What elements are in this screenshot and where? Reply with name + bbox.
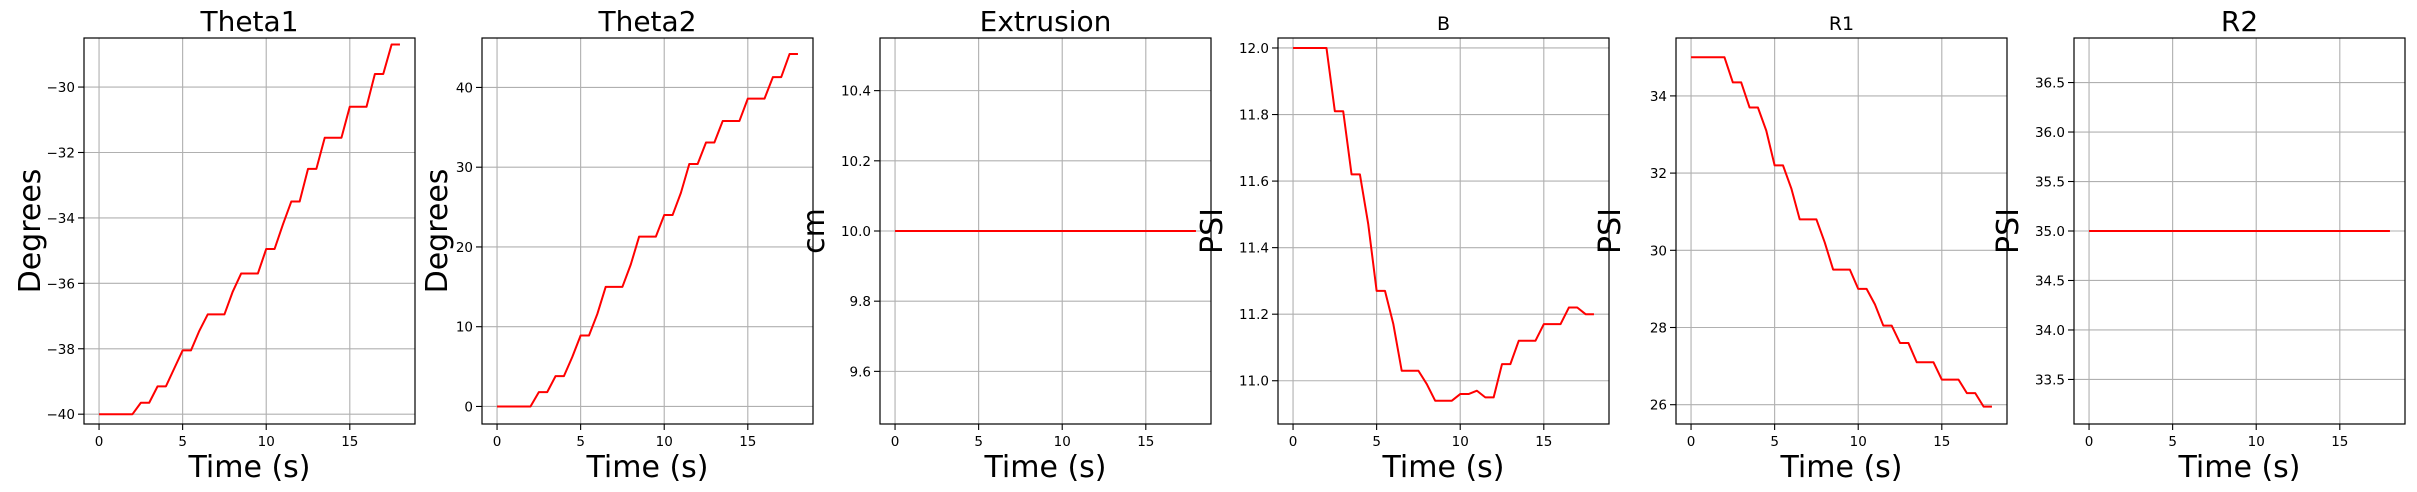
y-tick-label: 30 <box>1650 243 1667 259</box>
y-tick-label: 20 <box>456 240 473 256</box>
y-axis-label: PSI <box>1991 208 2026 254</box>
x-tick-label: 0 <box>95 434 104 450</box>
x-tick-label: 15 <box>1933 434 1950 450</box>
chart-title: Theta1 <box>199 5 298 38</box>
x-tick-label: 10 <box>1850 434 1867 450</box>
y-tick-label: −38 <box>47 342 76 358</box>
plot-frame <box>1675 37 2008 425</box>
x-axis-label: Time (s) <box>1780 450 1903 485</box>
y-axis-label: Degrees <box>420 169 455 294</box>
y-tick-label: 10.0 <box>841 224 871 240</box>
y-tick-label: 26 <box>1650 398 1667 414</box>
x-tick-label: 10 <box>1452 434 1469 450</box>
y-tick-label: 30 <box>456 160 473 176</box>
x-axis-label: Time (s) <box>188 450 311 485</box>
x-tick-label: 10 <box>2248 434 2265 450</box>
x-axis-label: Time (s) <box>2178 450 2301 485</box>
y-tick-label: 32 <box>1650 166 1667 182</box>
x-tick-label: 5 <box>576 434 585 450</box>
x-tick-label: 15 <box>2331 434 2348 450</box>
x-axis-label: Time (s) <box>586 450 709 485</box>
y-tick-label: 11.0 <box>1239 374 1269 390</box>
series-line <box>1691 56 1992 408</box>
y-tick-label: 10.4 <box>841 84 871 100</box>
x-tick-label: 0 <box>2085 434 2094 450</box>
x-tick-label: 10 <box>656 434 673 450</box>
x-tick-label: 10 <box>1054 434 1071 450</box>
x-axis-label: Time (s) <box>1382 450 1505 485</box>
y-tick-label: −40 <box>47 407 76 423</box>
x-tick-label: 10 <box>258 434 275 450</box>
chart-title: B <box>1437 13 1450 35</box>
y-tick-label: 40 <box>456 80 473 96</box>
x-tick-label: 0 <box>493 434 502 450</box>
chart-title: Extrusion <box>980 5 1112 38</box>
y-tick-label: 9.8 <box>850 294 871 310</box>
plot-frame <box>1277 37 1610 425</box>
y-tick-label: 11.2 <box>1239 307 1269 323</box>
y-tick-label: 34.0 <box>2035 323 2065 339</box>
y-tick-label: 10.2 <box>841 154 871 170</box>
x-tick-label: 0 <box>1289 434 1298 450</box>
x-tick-label: 15 <box>341 434 358 450</box>
x-tick-label: 5 <box>178 434 187 450</box>
y-tick-label: 34.5 <box>2035 273 2065 289</box>
y-tick-label: 0 <box>464 399 473 415</box>
y-tick-label: 36.5 <box>2035 76 2065 92</box>
y-tick-label: −36 <box>47 276 76 292</box>
y-axis-label: cm <box>797 208 832 254</box>
y-tick-label: 9.6 <box>850 364 871 380</box>
y-axis-label: PSI <box>1593 208 1628 254</box>
y-tick-label: 36.0 <box>2035 125 2065 141</box>
chart-title: Theta2 <box>597 5 696 38</box>
y-tick-label: −34 <box>47 211 76 227</box>
x-tick-label: 0 <box>1687 434 1696 450</box>
chart-title: R2 <box>2221 5 2258 38</box>
y-tick-label: −30 <box>47 80 76 96</box>
y-tick-label: 35.0 <box>2035 224 2065 240</box>
plot-frame <box>481 37 814 425</box>
x-tick-label: 15 <box>1535 434 1552 450</box>
y-axis-label: Degrees <box>13 169 48 294</box>
y-tick-label: 10 <box>456 320 473 336</box>
y-tick-label: 28 <box>1650 321 1667 337</box>
y-tick-label: 35.5 <box>2035 175 2065 191</box>
y-tick-label: 11.4 <box>1239 241 1269 257</box>
y-tick-label: 11.8 <box>1239 108 1269 124</box>
series-line <box>99 43 400 416</box>
y-tick-label: 12.0 <box>1239 41 1269 57</box>
y-tick-label: 34 <box>1650 89 1667 105</box>
x-tick-label: 5 <box>2168 434 2177 450</box>
series-line <box>497 52 798 408</box>
x-tick-label: 15 <box>1137 434 1154 450</box>
y-tick-label: 33.5 <box>2035 372 2065 388</box>
series-line <box>1293 46 1594 402</box>
x-tick-label: 15 <box>739 434 756 450</box>
y-axis-label: PSI <box>1195 208 1230 254</box>
y-tick-label: −32 <box>47 145 76 161</box>
x-tick-label: 5 <box>1372 434 1381 450</box>
x-tick-label: 5 <box>1770 434 1779 450</box>
plot-frame <box>83 37 416 425</box>
x-axis-label: Time (s) <box>984 450 1107 485</box>
x-tick-label: 5 <box>974 434 983 450</box>
x-tick-label: 0 <box>891 434 900 450</box>
chart-title: R1 <box>1829 13 1854 35</box>
y-tick-label: 11.6 <box>1239 174 1269 190</box>
